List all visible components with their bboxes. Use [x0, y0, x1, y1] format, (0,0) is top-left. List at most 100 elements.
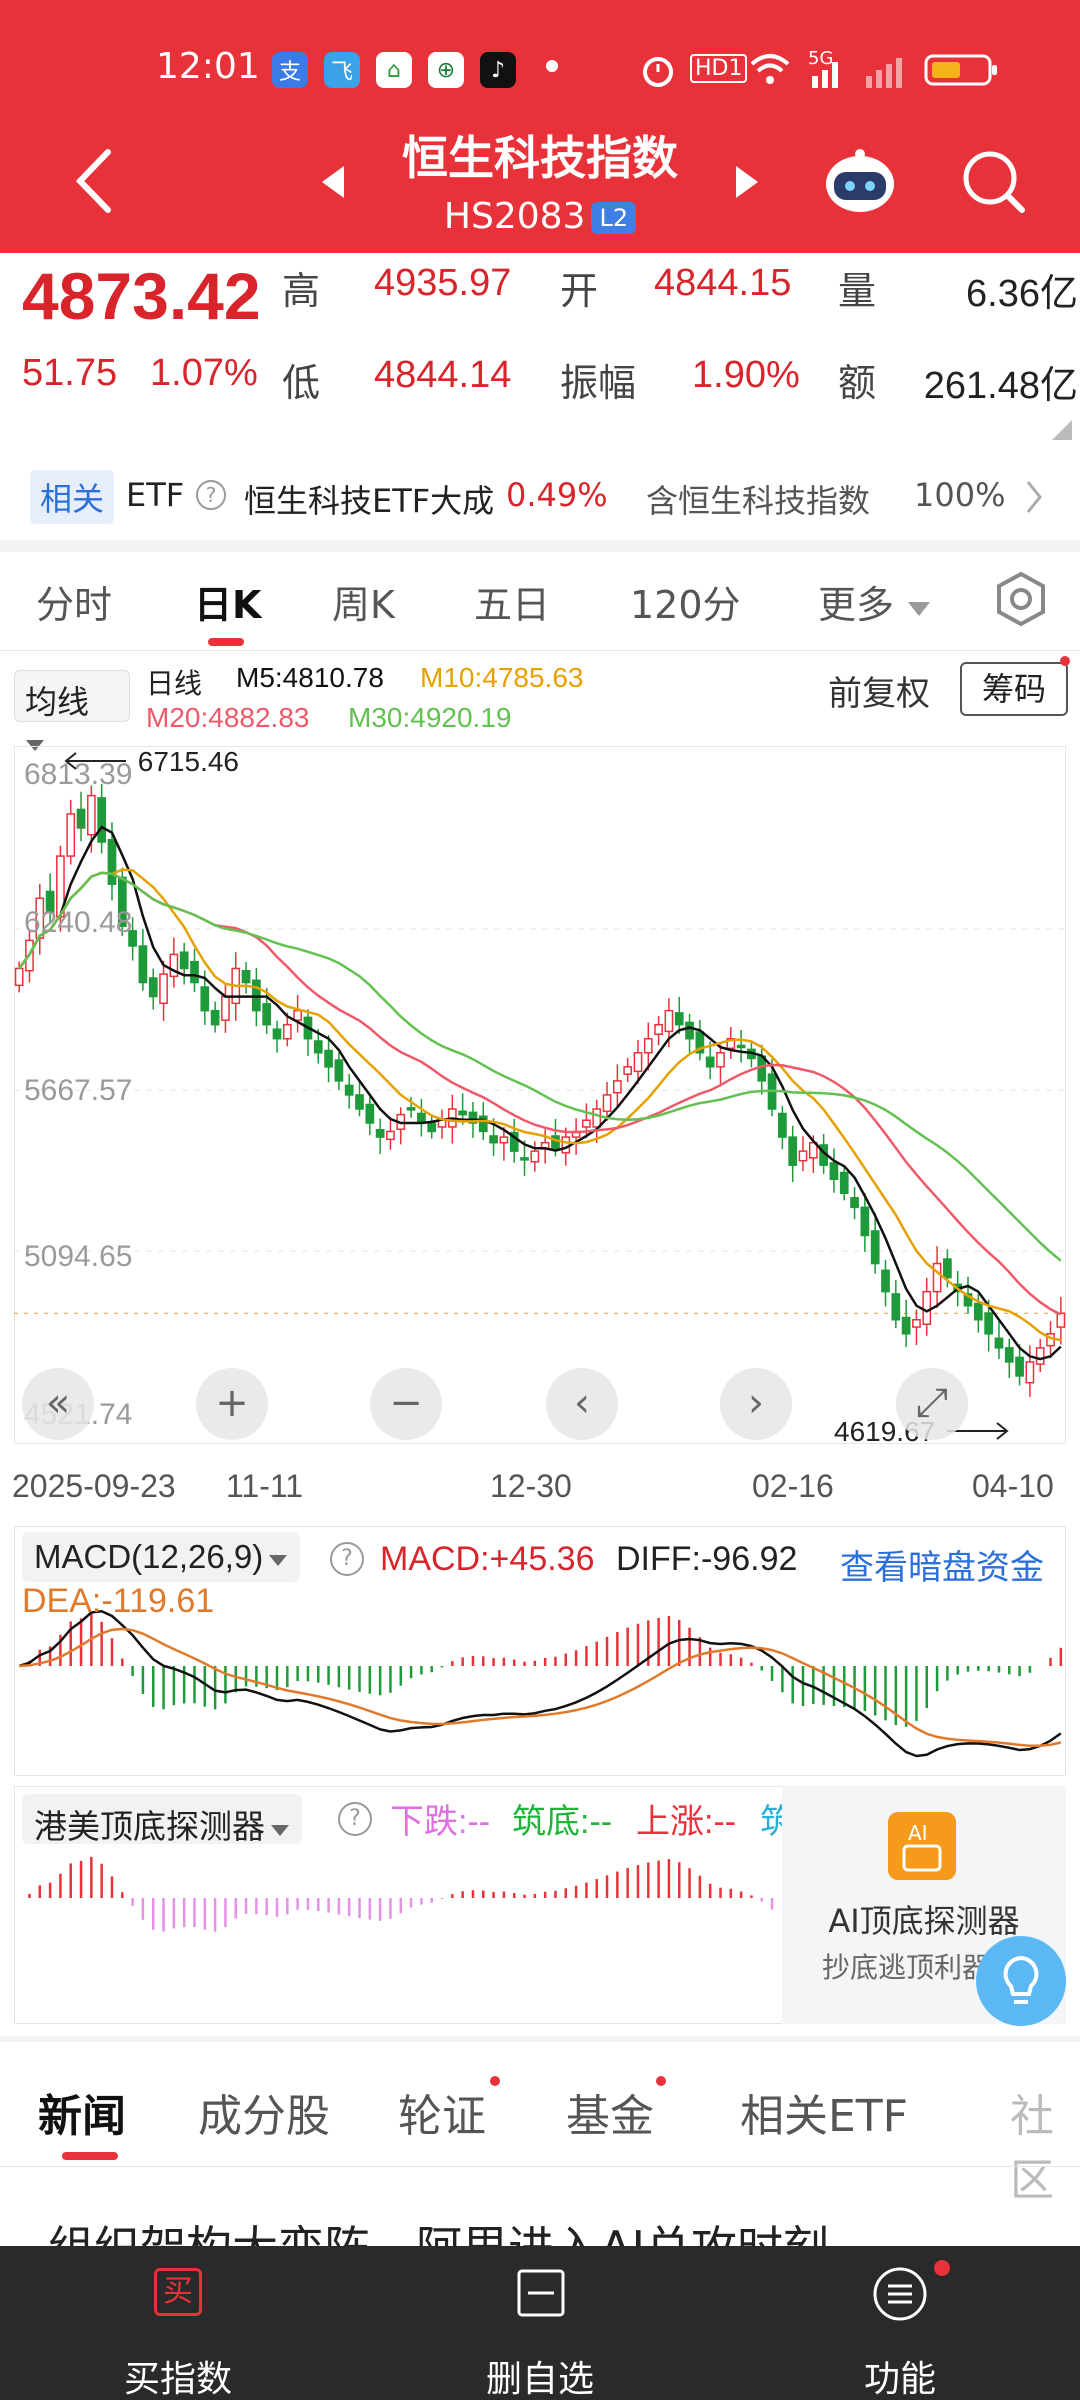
ai-detector-card[interactable]: AI AI顶底探测器 抄底逃顶利器: [782, 1786, 1066, 2024]
high-marker: 6715.46: [62, 746, 239, 778]
macd-selector[interactable]: MACD(12,26,9): [22, 1532, 301, 1582]
help-icon[interactable]: ?: [338, 1802, 372, 1836]
tab-funds[interactable]: 基金: [566, 2091, 654, 2142]
ma-selector[interactable]: 均线: [14, 670, 130, 751]
tab-120min[interactable]: 120分: [630, 583, 741, 627]
candle-body: [406, 1107, 416, 1111]
functions-button[interactable]: 功能: [800, 2246, 1000, 2400]
price-adjust-toggle[interactable]: 前复权: [828, 674, 930, 714]
back-arrow-icon[interactable]: [70, 146, 120, 216]
candle-body: [427, 1122, 437, 1133]
etf-label: ETF: [126, 476, 185, 514]
tab-weekly-k[interactable]: 周K: [332, 583, 395, 627]
alipay-icon: 支: [272, 52, 308, 88]
tab-community[interactable]: 社区: [1010, 2091, 1054, 2206]
macd-panel[interactable]: [14, 1526, 1066, 1776]
dropdown-triangle-icon: [908, 602, 931, 616]
scroll-left-button[interactable]: ‹: [546, 1368, 618, 1440]
chip-distribution-button[interactable]: 筹码: [960, 662, 1068, 716]
telegram-icon: 飞: [324, 52, 360, 88]
ma20-value: M20:4882.83: [146, 702, 310, 733]
high-value: 4935.97: [374, 262, 512, 304]
candle-body: [1015, 1356, 1024, 1377]
candle-body: [468, 1111, 478, 1124]
tips-button[interactable]: [976, 1936, 1066, 2026]
amount-label: 额: [838, 361, 877, 405]
kline-chart[interactable]: [14, 746, 1066, 1444]
related-etf-row[interactable]: 相关 ETF ? 恒生科技ETF大成 0.49% 含恒生科技指数 100%: [0, 452, 1080, 542]
candle-body: [282, 1023, 292, 1040]
dark-pool-link[interactable]: 查看暗盘资金: [840, 1549, 1044, 1587]
candle-body: [623, 1066, 633, 1075]
remove-watchlist-button[interactable]: 删自选: [440, 2246, 640, 2400]
ma30-value: M30:4920.19: [348, 702, 512, 733]
x-date-label: 04-10: [972, 1468, 1054, 1504]
tab-news[interactable]: 新闻: [38, 2091, 126, 2142]
candle-body: [829, 1162, 839, 1180]
tab-five-day[interactable]: 五日: [474, 583, 551, 627]
candle-body: [685, 1021, 694, 1040]
candle-body: [148, 977, 158, 998]
tab-constituents[interactable]: 成分股: [198, 2091, 330, 2142]
candle-body: [1004, 1347, 1014, 1363]
candle-body: [14, 967, 24, 987]
notification-dot: [1060, 656, 1070, 666]
jump-start-button[interactable]: «: [22, 1368, 94, 1440]
candle-body: [922, 1290, 932, 1325]
detector-selector[interactable]: 港美顶底探测器: [22, 1794, 303, 1846]
arrow-right-icon: [947, 1422, 1009, 1440]
candle-body: [97, 797, 107, 843]
tab-related-etf[interactable]: 相关ETF: [740, 2091, 908, 2142]
chevron-right-icon: [1026, 481, 1042, 513]
chart-settings-icon[interactable]: [992, 570, 1050, 628]
rise-signal: 上涨:--: [636, 1803, 737, 1841]
tab-intraday[interactable]: 分时: [36, 583, 113, 627]
ma-selector-label: 均线: [25, 683, 90, 721]
next-index-icon[interactable]: [732, 164, 762, 200]
scroll-right-button[interactable]: ›: [720, 1368, 792, 1440]
tab-warrants[interactable]: 轮证: [398, 2091, 486, 2142]
candle-body: [726, 1037, 736, 1050]
ma30-line: [18, 871, 1062, 1262]
candle-body: [272, 1028, 282, 1040]
zoom-in-button[interactable]: +: [196, 1368, 268, 1440]
candle-body: [932, 1262, 942, 1293]
fullscreen-button[interactable]: ⤢: [896, 1368, 968, 1440]
tab-daily-k[interactable]: 日K: [194, 583, 262, 627]
help-icon[interactable]: ?: [196, 480, 226, 510]
remove-watchlist-label: 删自选: [485, 2359, 594, 2400]
candle-body: [293, 1009, 302, 1021]
bottom-action-bar: 买 买指数 删自选 功能: [0, 2246, 1080, 2400]
zoom-out-button[interactable]: −: [370, 1368, 442, 1440]
ma10-value: M10:4785.63: [420, 662, 584, 693]
candle-body: [943, 1258, 952, 1279]
more-notifications-dot: [546, 60, 558, 72]
candle-body: [561, 1136, 571, 1154]
kline-chart-frame[interactable]: [14, 746, 1066, 1444]
candle-body: [798, 1150, 808, 1162]
candle-body: [499, 1136, 509, 1144]
search-icon[interactable]: [960, 148, 1026, 214]
dea-value: DEA:-119.61: [22, 1582, 215, 1620]
fall-signal: 下跌:--: [390, 1803, 491, 1841]
ai-chart-icon: AI: [888, 1812, 956, 1880]
candle-body: [788, 1136, 798, 1166]
y-tick-label: 6813.39: [24, 758, 133, 791]
tab-more[interactable]: 更多: [818, 574, 932, 629]
candle-body: [179, 951, 189, 970]
prev-index-icon[interactable]: [318, 164, 348, 200]
kline-period-label: 日线: [146, 668, 203, 699]
help-icon[interactable]: ?: [330, 1542, 364, 1576]
robot-assistant-icon[interactable]: [822, 146, 898, 216]
dropdown-triangle-icon: [269, 1555, 288, 1566]
candle-body: [458, 1110, 468, 1116]
buy-index-button[interactable]: 买 买指数: [78, 2246, 278, 2400]
status-time: 12:01: [156, 46, 260, 87]
expand-corner-icon[interactable]: [1052, 420, 1072, 440]
candle-body: [664, 1009, 674, 1033]
app-header: 12:01 支 飞 ⌂ ⊕ ♪ HD1 5G 恒生科技指数 HS2083 L2: [0, 0, 1080, 253]
section-divider: [0, 2036, 1080, 2042]
high-label: 高: [282, 269, 321, 313]
index-title: 恒生科技指数: [402, 131, 678, 185]
